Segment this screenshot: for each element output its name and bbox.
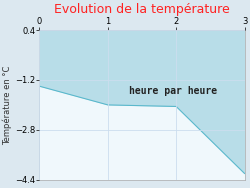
Text: heure par heure: heure par heure xyxy=(129,86,217,96)
Title: Evolution de la température: Evolution de la température xyxy=(54,3,230,16)
Y-axis label: Température en °C: Température en °C xyxy=(3,65,12,145)
